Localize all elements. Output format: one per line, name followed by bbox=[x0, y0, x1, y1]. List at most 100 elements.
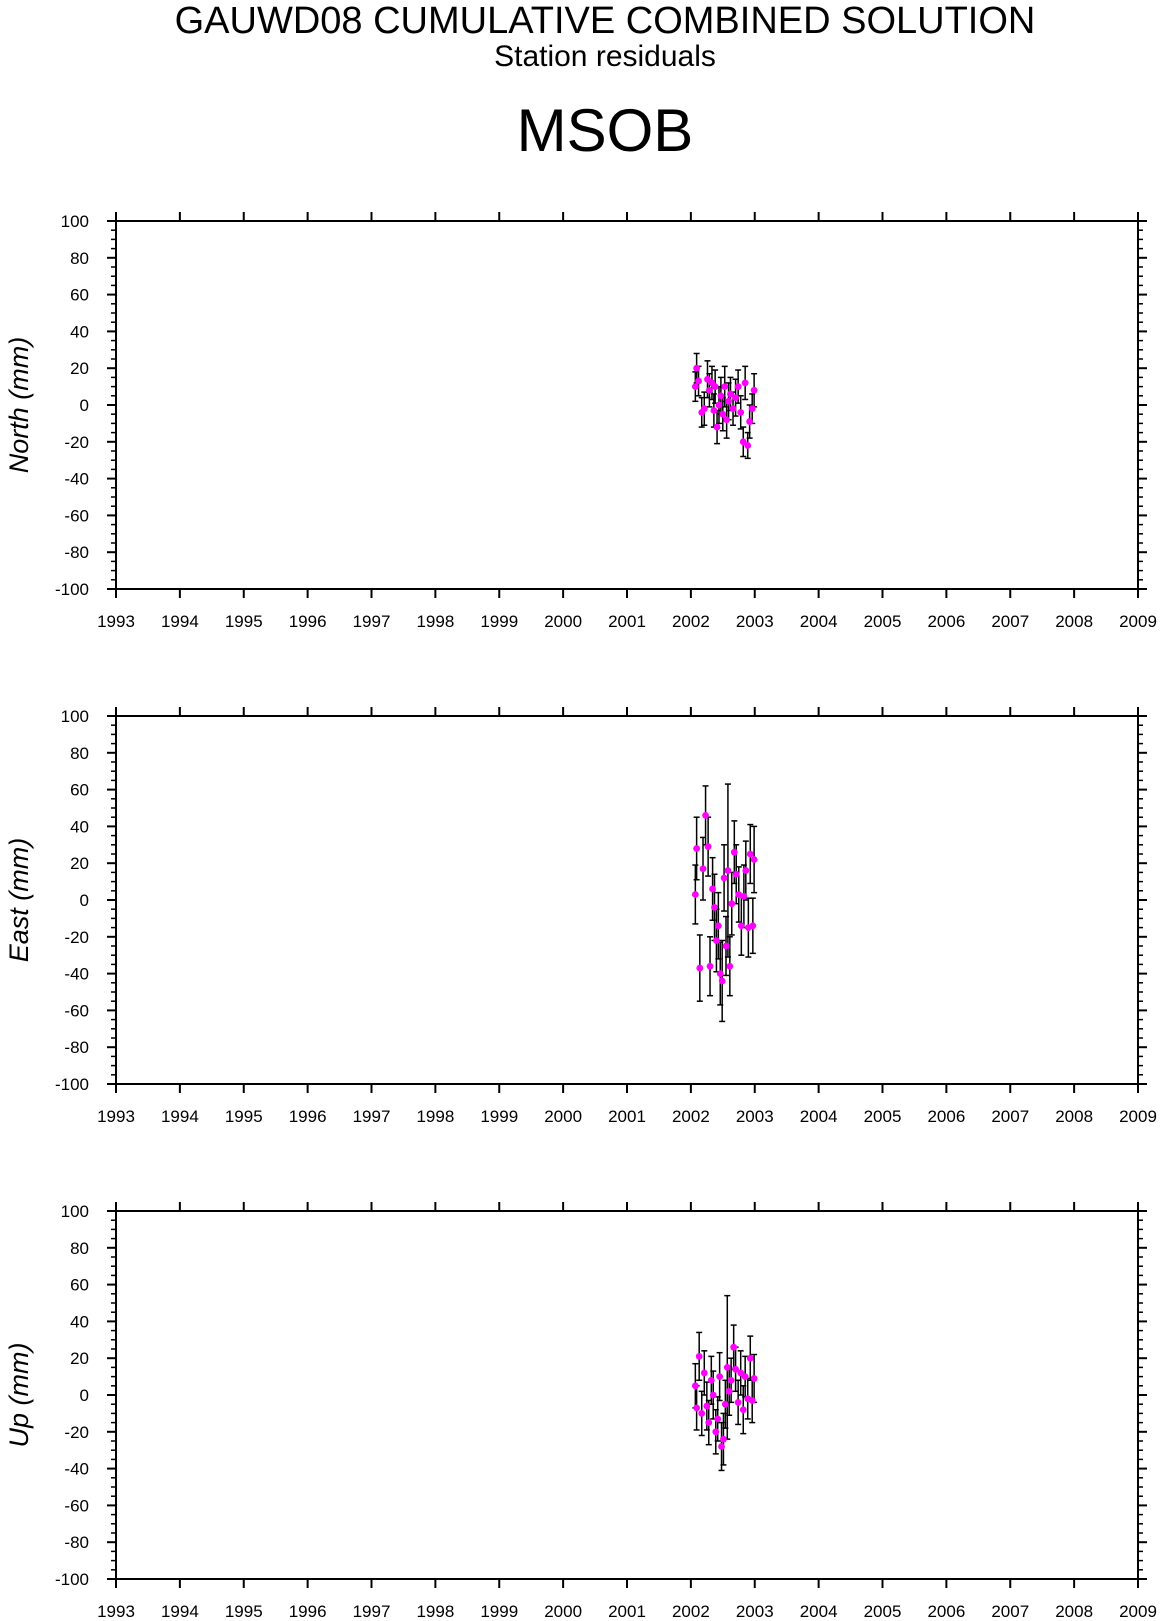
data-point bbox=[721, 383, 729, 390]
data-point bbox=[720, 1435, 727, 1443]
x-tick-label: 1999 bbox=[480, 612, 518, 630]
y-tick-label: -60 bbox=[64, 1496, 89, 1515]
up-residuals-chart: 1993 1994 1995 1996 1997 1998 1999 2000 2001 2002… bbox=[4, 1202, 1157, 1621]
x-tick-label: 1994 bbox=[161, 612, 199, 630]
y-tick-labels: 100 80 60 40 20 0 -20 -40 -60 -80 -100 bbox=[55, 707, 89, 1094]
data-point bbox=[712, 1428, 720, 1436]
data-point bbox=[723, 416, 731, 424]
data-point bbox=[746, 418, 754, 425]
x-tick-label: 2003 bbox=[736, 612, 774, 630]
y-tick-label: 40 bbox=[70, 322, 89, 341]
y-tick-label: 40 bbox=[70, 817, 89, 836]
x-tick-label: 1995 bbox=[225, 1602, 263, 1621]
x-tick-label: 1996 bbox=[289, 1107, 327, 1125]
x-tick-label: 1997 bbox=[353, 612, 391, 630]
y-tick-labels: 100 80 60 40 20 0 -20 -40 -60 -80 -100 bbox=[55, 1202, 89, 1589]
up-series bbox=[691, 1294, 758, 1472]
data-point bbox=[714, 1415, 722, 1423]
data-point bbox=[693, 364, 701, 372]
x-tick-label: 2000 bbox=[544, 1107, 582, 1125]
x-tick-label: 2009 bbox=[1119, 1602, 1157, 1621]
data-point bbox=[700, 1369, 708, 1377]
y-tick-label: -80 bbox=[64, 543, 89, 562]
x-tick-label: 2002 bbox=[672, 1107, 710, 1125]
data-point bbox=[746, 1354, 754, 1362]
data-point bbox=[709, 885, 716, 893]
x-tick-label: 2008 bbox=[1055, 1107, 1093, 1125]
north-axis-label: North (mm) bbox=[4, 337, 34, 474]
y-tick-label: -80 bbox=[64, 1038, 89, 1057]
data-point bbox=[696, 964, 704, 972]
data-point bbox=[704, 375, 711, 383]
north-residuals-chart: 1993 1994 1995 1996 1997 1998 1999 2000 2001 2002… bbox=[4, 212, 1157, 630]
data-point bbox=[737, 922, 745, 930]
data-point bbox=[737, 408, 745, 416]
y-tick-label: -100 bbox=[55, 580, 89, 599]
data-point bbox=[728, 900, 736, 908]
data-point bbox=[705, 386, 713, 394]
y-tick-label: 100 bbox=[61, 707, 89, 726]
data-point bbox=[749, 922, 757, 930]
x-tick-label: 1997 bbox=[353, 1602, 391, 1621]
data-point bbox=[727, 390, 734, 398]
y-tick-label: 20 bbox=[70, 359, 89, 378]
x-tick-label: 2000 bbox=[544, 612, 582, 630]
y-tick-label: 80 bbox=[70, 744, 89, 763]
x-tick-label: 2009 bbox=[1119, 612, 1157, 630]
y-tick-labels: 100 80 60 40 20 0 -20 -40 -60 -80 -100 bbox=[55, 212, 89, 599]
x-tick-label: 1998 bbox=[416, 1602, 454, 1621]
data-point bbox=[742, 867, 750, 874]
east-axis-label: East (mm) bbox=[4, 838, 34, 963]
data-point bbox=[695, 377, 702, 385]
data-point bbox=[748, 1397, 756, 1404]
x-tick-label: 2007 bbox=[991, 1107, 1029, 1125]
plot-frame bbox=[115, 1210, 1139, 1580]
x-tick-label: 1998 bbox=[416, 612, 454, 630]
x-tick-label: 2003 bbox=[736, 1107, 774, 1125]
x-tick-labels: 1993 1994 1995 1996 1997 1998 1999 2000 2001 2002… bbox=[97, 1107, 1157, 1125]
x-tick-label: 2005 bbox=[864, 1602, 902, 1621]
data-point bbox=[734, 1398, 742, 1406]
x-tick-label: 1993 bbox=[97, 1602, 135, 1621]
north-series bbox=[691, 352, 758, 460]
x-tick-label: 1999 bbox=[480, 1107, 518, 1125]
y-tick-label: 60 bbox=[70, 286, 89, 305]
y-tick-label: -40 bbox=[64, 965, 89, 984]
data-point bbox=[732, 394, 739, 402]
data-point bbox=[716, 1373, 724, 1380]
x-tick-label: 2004 bbox=[800, 1107, 838, 1125]
y-tick-label: 80 bbox=[70, 249, 89, 268]
x-tick-label: 1998 bbox=[416, 1107, 454, 1125]
y-tick-label: 80 bbox=[70, 1239, 89, 1258]
data-point bbox=[739, 438, 747, 446]
x-tick-label: 2009 bbox=[1119, 1107, 1157, 1125]
chart-subtitle: Station residuals bbox=[494, 40, 716, 73]
data-point bbox=[713, 937, 720, 944]
data-point bbox=[699, 865, 707, 873]
data-point bbox=[725, 397, 732, 405]
plot-frame bbox=[115, 715, 1139, 1085]
x-tick-label: 1996 bbox=[289, 612, 327, 630]
y-tick-label: -100 bbox=[55, 1570, 89, 1589]
y-tick-label: -60 bbox=[64, 1001, 89, 1020]
data-point bbox=[695, 1352, 703, 1360]
data-point bbox=[748, 405, 756, 413]
data-point bbox=[726, 962, 734, 970]
data-point bbox=[750, 1375, 758, 1382]
x-tick-label: 1993 bbox=[97, 612, 135, 630]
y-tick-label: 100 bbox=[61, 212, 89, 231]
east-residuals-chart: 1993 1994 1995 1996 1997 1998 1999 2000 2001 2002… bbox=[4, 707, 1157, 1125]
x-tick-label: 1994 bbox=[161, 1107, 199, 1125]
data-point bbox=[702, 811, 709, 819]
y-tick-label: -20 bbox=[64, 1423, 89, 1442]
data-point bbox=[691, 1382, 699, 1390]
data-point bbox=[693, 845, 701, 852]
data-point bbox=[704, 843, 712, 851]
x-tick-label: 2005 bbox=[864, 1107, 902, 1125]
data-point bbox=[693, 1404, 701, 1412]
x-tick-label: 2002 bbox=[672, 1602, 710, 1621]
data-point bbox=[720, 874, 728, 882]
x-tick-label: 2008 bbox=[1055, 1602, 1093, 1621]
data-point bbox=[703, 1402, 711, 1410]
x-tick-label: 2001 bbox=[608, 1602, 646, 1621]
